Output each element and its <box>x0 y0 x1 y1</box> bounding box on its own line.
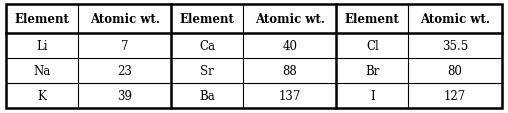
Text: I: I <box>370 90 374 102</box>
Text: Cl: Cl <box>366 40 378 53</box>
Text: 35.5: 35.5 <box>441 40 468 53</box>
Text: Sr: Sr <box>200 65 214 78</box>
Text: Atomic wt.: Atomic wt. <box>89 13 160 26</box>
Text: 137: 137 <box>278 90 301 102</box>
Text: Element: Element <box>180 13 235 26</box>
Text: 127: 127 <box>443 90 466 102</box>
Text: Na: Na <box>34 65 51 78</box>
Text: 7: 7 <box>121 40 129 53</box>
Text: K: K <box>38 90 46 102</box>
Text: Li: Li <box>36 40 48 53</box>
Text: Atomic wt.: Atomic wt. <box>420 13 490 26</box>
Text: Element: Element <box>15 13 70 26</box>
Text: Atomic wt.: Atomic wt. <box>255 13 325 26</box>
Text: Element: Element <box>345 13 400 26</box>
Text: Br: Br <box>365 65 379 78</box>
Text: Ca: Ca <box>199 40 215 53</box>
Text: 39: 39 <box>117 90 132 102</box>
Text: 80: 80 <box>448 65 462 78</box>
Text: 23: 23 <box>117 65 132 78</box>
Text: 40: 40 <box>282 40 297 53</box>
Text: 88: 88 <box>282 65 297 78</box>
Text: Ba: Ba <box>199 90 215 102</box>
